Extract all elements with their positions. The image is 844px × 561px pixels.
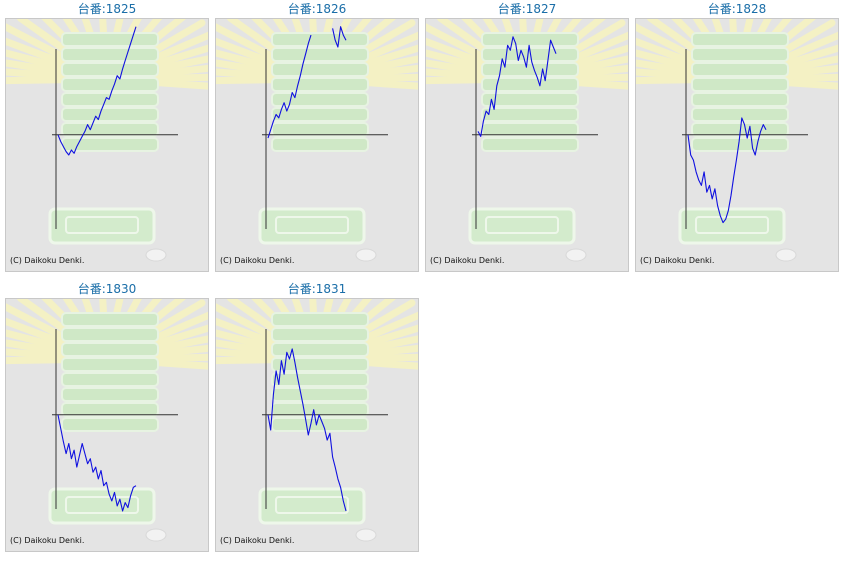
background-tier [691,77,789,92]
pachinko-background-art [216,299,418,542]
line-plot [682,49,808,229]
graph-panel: (C) Daikoku Denki. [215,298,419,552]
background-tier [271,77,369,92]
pachinko-background-art [636,19,838,262]
copyright-label: (C) Daikoku Denki. [430,256,505,265]
background-tier [61,357,159,372]
background-tray-inner [485,216,559,234]
background-tier [271,387,369,402]
background-tray-inner [65,496,139,514]
series-line [57,414,137,512]
graph-card-1827[interactable]: 台番:1827 (C) Daikoku Denki. [425,0,629,272]
background-token [145,528,167,542]
background-token [355,528,377,542]
background-tier [691,32,789,47]
graph-card-1826[interactable]: 台番:1826 (C) Daikoku Denki. [215,0,419,272]
background-tier [271,122,369,137]
background-tray-inner [275,496,349,514]
background-tier [481,137,579,152]
graph-panel: (C) Daikoku Denki. [215,18,419,272]
background-tier [481,62,579,77]
series-line [57,26,137,156]
background-tier [481,107,579,122]
background-tier [61,32,159,47]
graph-card-1831[interactable]: 台番:1831 (C) Daikoku Denki. [215,280,419,552]
background-tier [61,122,159,137]
background-tier [691,62,789,77]
background-tier [61,92,159,107]
graph-card-1830[interactable]: 台番:1830 (C) Daikoku Denki. [5,280,209,552]
background-tier [271,327,369,342]
background-tier [61,107,159,122]
background-tier [61,62,159,77]
graph-panel: (C) Daikoku Denki. [5,298,209,552]
graph-title[interactable]: 台番:1831 [287,282,347,296]
background-token [145,248,167,262]
graph-title[interactable]: 台番:1828 [707,2,767,16]
graph-title[interactable]: 台番:1830 [77,282,137,296]
background-tier [271,342,369,357]
pachinko-background-art [426,19,628,262]
background-tier [271,107,369,122]
background-tier [271,92,369,107]
background-tier [481,92,579,107]
line-plot [262,26,388,229]
pachinko-background-art [216,19,418,262]
background-tier [691,47,789,62]
background-tier [481,32,579,47]
background-tier [61,387,159,402]
graph-panel: (C) Daikoku Denki. [425,18,629,272]
background-token [565,248,587,262]
background-tier [61,327,159,342]
graph-panel: (C) Daikoku Denki. [635,18,839,272]
background-tray-inner [695,216,769,234]
background-tier [61,77,159,92]
background-tier [271,137,369,152]
graph-title[interactable]: 台番:1827 [497,2,557,16]
copyright-label: (C) Daikoku Denki. [10,536,85,545]
copyright-label: (C) Daikoku Denki. [10,256,85,265]
pachinko-background-art [6,19,208,262]
graph-card-1828[interactable]: 台番:1828 (C) Daikoku Denki. [635,0,839,272]
background-tier [61,372,159,387]
line-plot [52,329,178,512]
pachinko-background-art [6,299,208,542]
background-tier [271,47,369,62]
copyright-label: (C) Daikoku Denki. [220,536,295,545]
background-tier [271,372,369,387]
graph-title[interactable]: 台番:1825 [77,2,137,16]
line-plot [52,26,178,229]
background-tier [61,342,159,357]
background-tier [691,107,789,122]
background-tier [271,62,369,77]
graph-title[interactable]: 台番:1826 [287,2,347,16]
copyright-label: (C) Daikoku Denki. [220,256,295,265]
series-line [477,36,557,137]
background-tier [691,92,789,107]
background-tier [61,417,159,432]
series-line [267,348,347,512]
graph-card-1825[interactable]: 台番:1825 (C) Daikoku Denki. [5,0,209,272]
background-tray-inner [65,216,139,234]
background-tier [61,47,159,62]
background-tier [271,312,369,327]
background-token [775,248,797,262]
graph-panel: (C) Daikoku Denki. [5,18,209,272]
background-token [355,248,377,262]
copyright-label: (C) Daikoku Denki. [640,256,715,265]
background-tier [61,312,159,327]
background-tier [61,402,159,417]
series-line [267,26,347,139]
background-tray-inner [275,216,349,234]
line-plot [262,329,388,512]
background-tier [481,77,579,92]
series-line [687,117,767,224]
line-plot [472,36,598,229]
